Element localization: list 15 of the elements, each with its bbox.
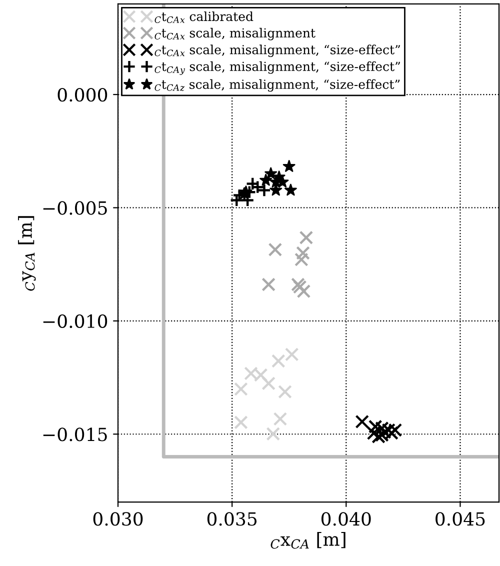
x-tick-label: 0.040: [321, 512, 371, 526]
y-tick-label: −0.010: [43, 314, 108, 328]
legend-label: $_{C}$t$_{CAx}$ scale, misalignment: [154, 28, 316, 40]
y-tick-label: −0.015: [43, 428, 107, 442]
legend-label: $_{C}$t$_{CAx}$ scale, misalignment, “size-effect”: [154, 44, 400, 57]
y-axis-title: $_{C}$y$_{CA}$ [m]: [18, 216, 36, 291]
x-tick-label: 0.035: [207, 512, 257, 526]
x-axis-title: $_{C}$x$_{CA}$ [m]: [270, 532, 346, 549]
y-tick-label: −0.005: [43, 201, 107, 215]
legend-label: $_{C}$t$_{CAz}$ scale, misalignment, “size-effect”: [154, 79, 400, 92]
x-tick-label: 0.030: [93, 512, 143, 526]
legend-label: $_{C}$t$_{CAy}$ scale, misalignment, “size-effect”: [154, 61, 400, 75]
legend-label: $_{C}$t$_{CAx}$ calibrated: [154, 11, 254, 24]
x-tick-label: 0.045: [436, 512, 485, 526]
y-tick-label: 0.000: [58, 88, 108, 102]
